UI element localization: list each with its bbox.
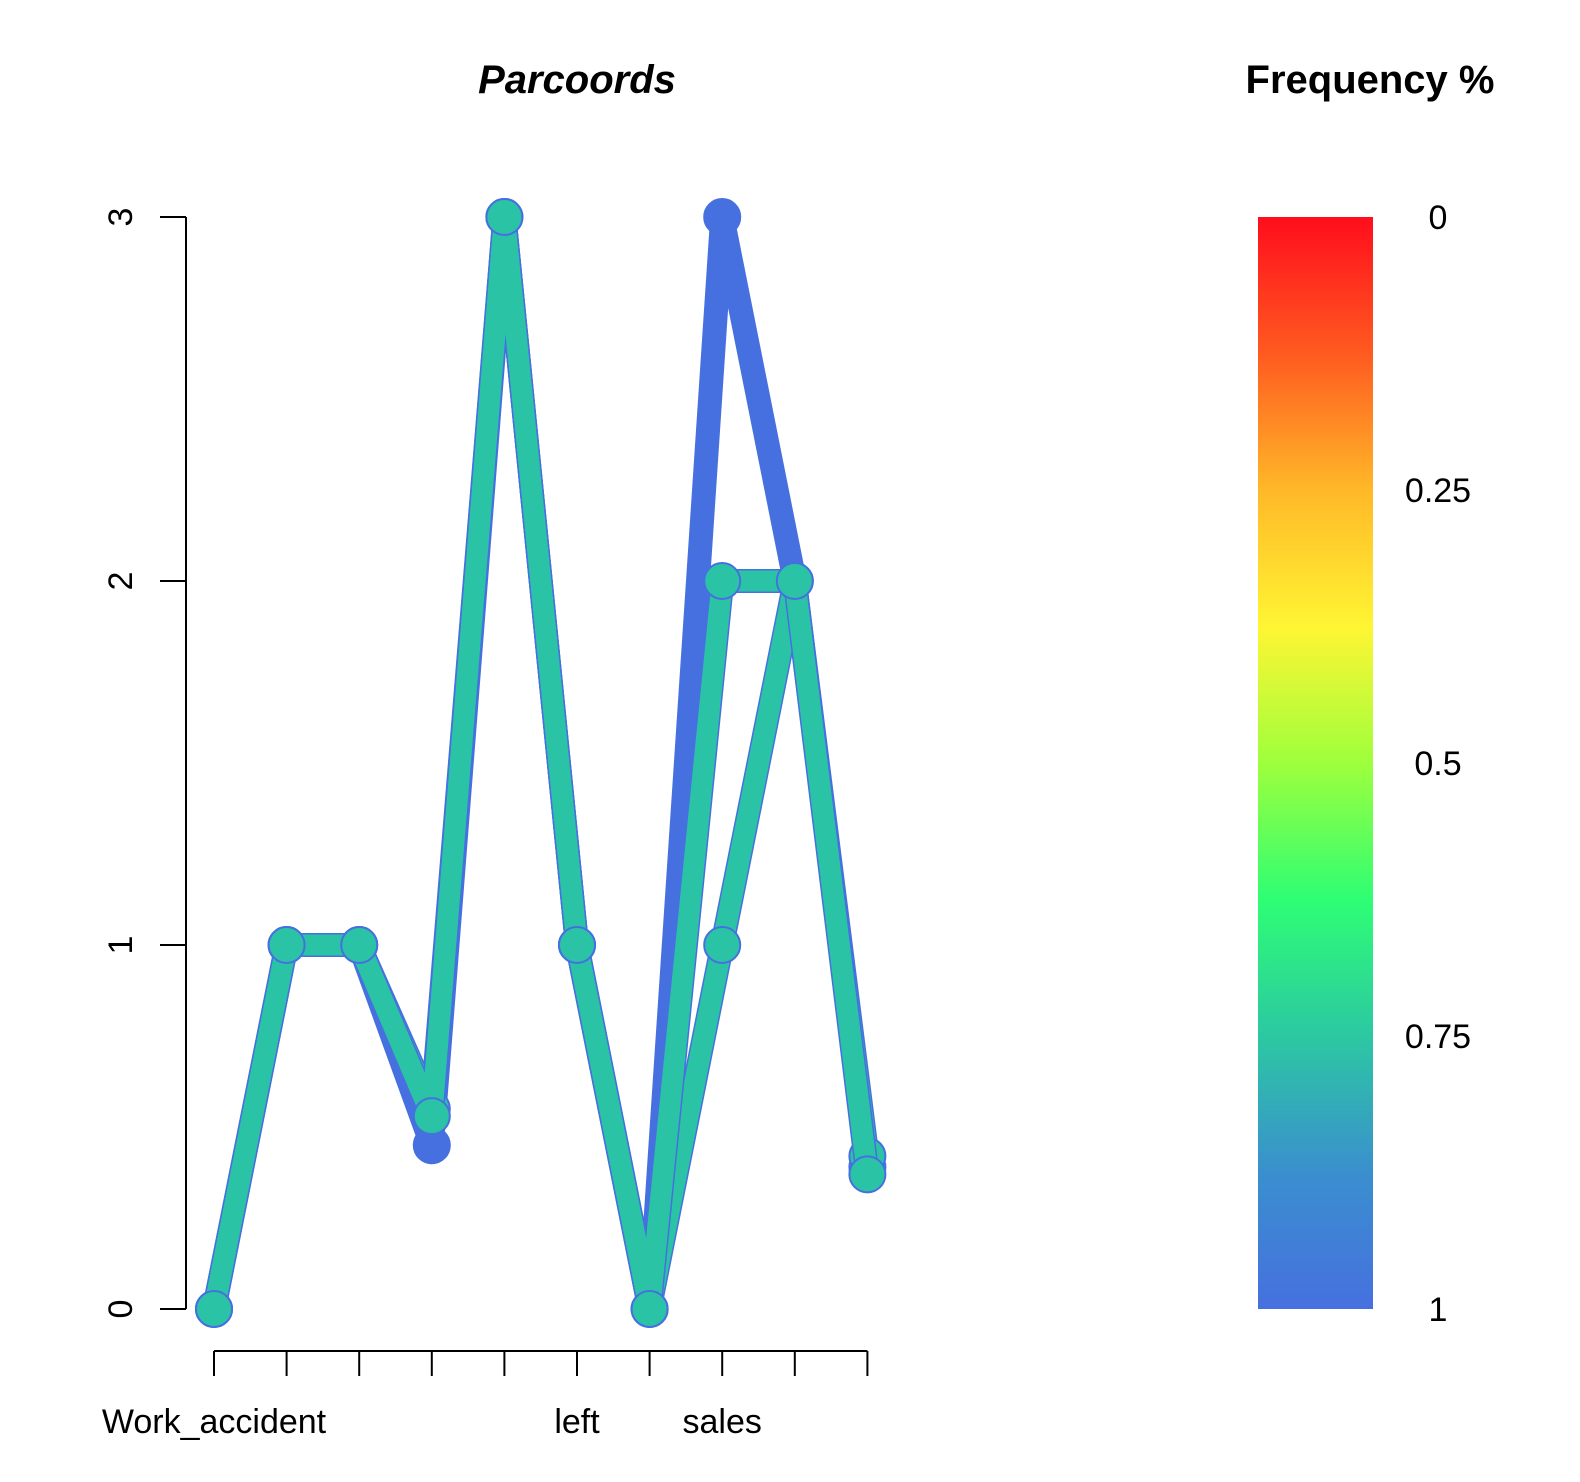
- series-point: [485, 198, 524, 236]
- series-line: [203, 206, 878, 1320]
- series-point: [195, 1290, 233, 1328]
- series-point: [412, 1097, 451, 1136]
- series-2: [195, 198, 887, 1328]
- legend-tick-label: 1: [1429, 1291, 1448, 1329]
- x-tick-label: sales: [683, 1403, 762, 1441]
- series-1: [195, 198, 887, 1328]
- series-point: [703, 562, 742, 600]
- legend-tick-label: 0.25: [1405, 472, 1471, 510]
- y-tick-label: 3: [102, 208, 140, 227]
- y-tick-label: 0: [102, 1300, 140, 1319]
- series-point: [558, 926, 596, 964]
- series-line-outline: [202, 205, 880, 1321]
- legend-tick-label: 0.5: [1414, 745, 1461, 783]
- series-point: [848, 1155, 887, 1194]
- legend-tick-label: 0: [1429, 199, 1448, 237]
- y-tick-label: 1: [102, 936, 140, 955]
- series-point: [775, 562, 814, 600]
- series-point: [267, 926, 306, 964]
- legend-color-bar: [1258, 217, 1373, 1309]
- legend-tick-label: 0.75: [1405, 1018, 1471, 1056]
- series-point: [703, 926, 742, 964]
- series-point: [340, 926, 379, 964]
- x-tick-label: Work_accident: [102, 1403, 327, 1441]
- y-tick-label: 2: [102, 572, 140, 591]
- series-point: [703, 198, 742, 236]
- chart-title: Parcoords: [478, 58, 676, 102]
- y-axis: 0 1 2 3: [102, 208, 187, 1319]
- x-tick-label: left: [554, 1403, 600, 1441]
- legend-ticks: 0 0.25 0.5 0.75 1: [1405, 199, 1471, 1329]
- legend-title: Frequency %: [1246, 58, 1495, 102]
- series-0: [195, 198, 887, 1328]
- series-group: [195, 198, 887, 1328]
- x-axis: Work_accident left sales: [102, 1350, 869, 1441]
- series-point: [630, 1290, 669, 1328]
